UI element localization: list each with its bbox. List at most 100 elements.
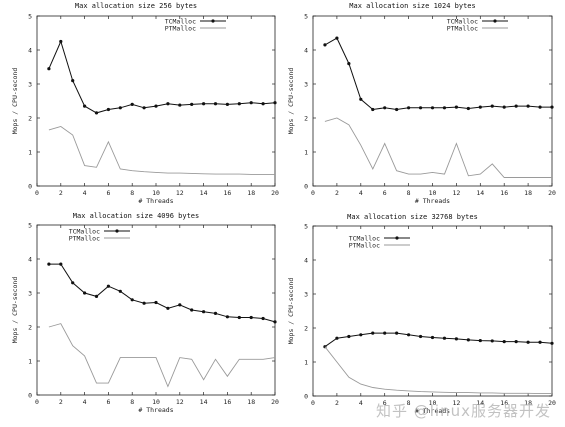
data-point-tcmalloc bbox=[213, 311, 218, 315]
y-tick-label: 1 bbox=[28, 358, 32, 366]
y-tick-label: 3 bbox=[28, 81, 32, 89]
x-tick-label: 10 bbox=[429, 399, 437, 407]
x-tick-label: 6 bbox=[383, 399, 387, 407]
data-point-tcmalloc bbox=[261, 102, 265, 106]
data-point-tcmalloc bbox=[59, 262, 63, 266]
y-tick-label: 2 bbox=[28, 324, 32, 332]
x-tick-label: 2 bbox=[335, 399, 339, 407]
x-tick-label: 18 bbox=[524, 189, 532, 197]
x-tick-label: 20 bbox=[271, 398, 279, 406]
x-tick-label: 20 bbox=[548, 399, 556, 407]
data-point-tcmalloc bbox=[442, 106, 447, 110]
x-tick-label: 4 bbox=[83, 189, 87, 197]
data-point-tcmalloc bbox=[225, 315, 229, 319]
data-point-tcmalloc bbox=[347, 62, 351, 66]
y-tick-label: 2 bbox=[304, 325, 308, 333]
series-line-tcmalloc bbox=[324, 37, 552, 111]
data-point-tcmalloc bbox=[466, 338, 470, 342]
data-point-tcmalloc bbox=[83, 291, 87, 295]
x-tick-label: 4 bbox=[83, 398, 87, 406]
data-point-tcmalloc bbox=[47, 67, 51, 71]
data-point-tcmalloc bbox=[118, 289, 122, 293]
series-line-tcmalloc bbox=[324, 332, 553, 348]
y-tick-label: 0 bbox=[304, 183, 308, 191]
data-point-tcmalloc bbox=[225, 102, 229, 106]
x-axis-label: # Threads bbox=[138, 197, 173, 205]
data-point-tcmalloc bbox=[47, 262, 51, 266]
data-point-tcmalloc bbox=[514, 104, 518, 108]
series-line-ptmalloc bbox=[324, 117, 552, 178]
x-tick-label: 12 bbox=[452, 399, 460, 407]
data-point-tcmalloc bbox=[142, 301, 146, 305]
x-axis-label: # Threads bbox=[415, 197, 450, 205]
series-line-ptmalloc bbox=[48, 323, 276, 388]
y-tick-label: 0 bbox=[304, 393, 308, 401]
legend-marker bbox=[395, 236, 399, 240]
data-point-tcmalloc bbox=[454, 337, 458, 341]
data-point-tcmalloc bbox=[273, 101, 277, 105]
x-tick-label: 6 bbox=[383, 189, 387, 197]
data-point-tcmalloc bbox=[478, 105, 482, 109]
legend-label: PTMalloc bbox=[349, 242, 380, 250]
y-tick-label: 1 bbox=[304, 149, 308, 157]
data-point-tcmalloc bbox=[166, 306, 170, 310]
plot-frame bbox=[312, 225, 553, 397]
data-point-tcmalloc bbox=[202, 310, 206, 314]
y-tick-label: 5 bbox=[28, 13, 32, 21]
data-point-tcmalloc bbox=[490, 104, 494, 108]
data-point-tcmalloc bbox=[371, 331, 375, 335]
y-axis-label: Mops / CPU-second bbox=[11, 277, 19, 344]
data-point-tcmalloc bbox=[335, 336, 339, 340]
legend-label: PTMalloc bbox=[69, 235, 100, 243]
x-tick-label: 12 bbox=[176, 398, 184, 406]
x-tick-label: 6 bbox=[106, 189, 110, 197]
plot-frame bbox=[36, 15, 276, 187]
data-point-tcmalloc bbox=[335, 36, 339, 40]
plot-frame bbox=[312, 15, 553, 187]
data-point-tcmalloc bbox=[490, 339, 494, 343]
data-point-tcmalloc bbox=[550, 341, 554, 345]
data-point-tcmalloc bbox=[538, 340, 542, 344]
legend-label: PTMalloc bbox=[447, 25, 478, 33]
plot-frame bbox=[36, 224, 276, 396]
legend-label: PTMalloc bbox=[165, 25, 196, 33]
data-point-tcmalloc bbox=[178, 303, 182, 307]
data-point-tcmalloc bbox=[418, 334, 423, 339]
y-tick-label: 4 bbox=[28, 256, 32, 264]
y-tick-label: 4 bbox=[28, 47, 32, 55]
data-point-tcmalloc bbox=[359, 97, 363, 101]
y-axis-label: Mops / CPU-second bbox=[287, 68, 295, 135]
data-point-tcmalloc bbox=[237, 315, 241, 320]
data-point-tcmalloc bbox=[166, 102, 170, 106]
data-point-tcmalloc bbox=[83, 104, 87, 108]
data-point-tcmalloc bbox=[359, 333, 363, 337]
data-point-tcmalloc bbox=[106, 284, 110, 288]
x-tick-label: 0 bbox=[35, 398, 39, 406]
x-tick-label: 6 bbox=[106, 398, 110, 406]
x-tick-label: 0 bbox=[35, 189, 39, 197]
data-point-tcmalloc bbox=[261, 316, 265, 321]
legend-marker bbox=[115, 229, 119, 233]
legend-label: TCMalloc bbox=[349, 235, 380, 243]
data-point-tcmalloc bbox=[190, 102, 194, 106]
data-point-tcmalloc bbox=[142, 106, 146, 110]
legend-label: TCMalloc bbox=[447, 18, 478, 26]
y-axis-label: Mops / CPU-second bbox=[11, 68, 19, 135]
x-tick-label: 12 bbox=[176, 189, 184, 197]
data-point-tcmalloc bbox=[71, 281, 75, 285]
x-tick-label: 14 bbox=[200, 398, 208, 406]
data-point-tcmalloc bbox=[407, 333, 411, 337]
data-point-tcmalloc bbox=[383, 106, 387, 110]
x-tick-label: 18 bbox=[524, 399, 532, 407]
data-point-tcmalloc bbox=[154, 104, 158, 108]
x-tick-label: 14 bbox=[476, 399, 484, 407]
data-point-tcmalloc bbox=[502, 105, 506, 109]
data-point-tcmalloc bbox=[430, 335, 435, 340]
x-tick-label: 14 bbox=[476, 189, 484, 197]
x-tick-label: 8 bbox=[407, 399, 411, 407]
x-tick-label: 2 bbox=[59, 189, 63, 197]
y-tick-label: 0 bbox=[28, 183, 32, 191]
series-line-tcmalloc bbox=[48, 263, 276, 323]
data-point-tcmalloc bbox=[371, 107, 375, 112]
